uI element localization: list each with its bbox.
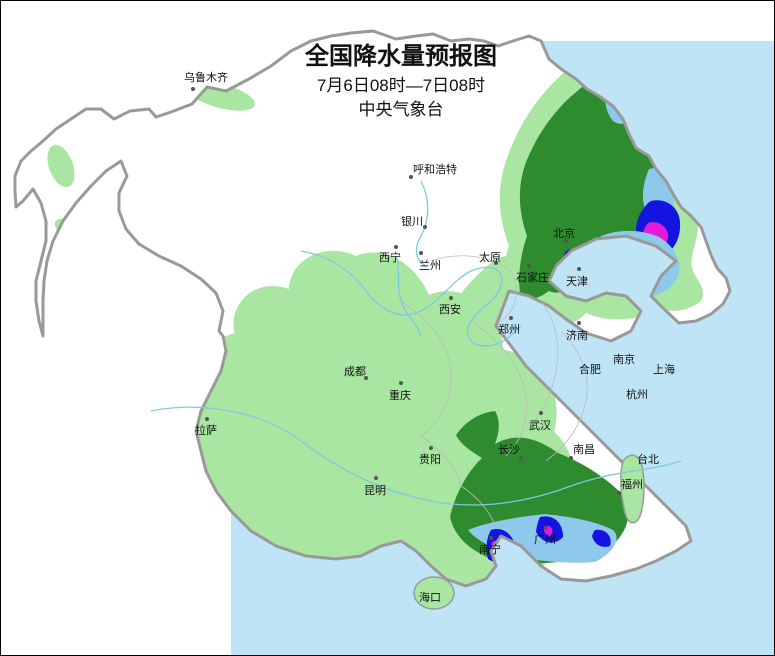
svg-text:南宁: 南宁 [479,542,501,556]
svg-text:南京: 南京 [613,352,635,366]
svg-text:兰州: 兰州 [419,259,441,272]
svg-text:昆明: 昆明 [364,484,386,497]
svg-text:济南: 济南 [566,328,588,342]
svg-text:拉萨: 拉萨 [195,423,217,437]
svg-text:太原: 太原 [479,251,501,264]
svg-text:长沙: 长沙 [498,443,520,456]
svg-text:呼和浩特: 呼和浩特 [413,162,457,176]
svg-text:中央气象台: 中央气象台 [359,100,444,119]
svg-text:海口: 海口 [419,590,441,604]
svg-text:乌鲁木齐: 乌鲁木齐 [184,70,228,84]
svg-text:福州: 福州 [621,477,643,491]
svg-text:广州: 广州 [534,533,556,546]
svg-text:银川: 银川 [401,214,423,228]
svg-text:成都: 成都 [344,365,366,378]
svg-text:南昌: 南昌 [573,443,595,456]
svg-text:天津: 天津 [566,275,588,288]
svg-text:北京: 北京 [553,226,575,240]
svg-text:台北: 台北 [637,452,659,466]
svg-text:上海: 上海 [653,362,675,376]
svg-text:全国降水量预报图: 全国降水量预报图 [304,42,497,70]
svg-text:贵阳: 贵阳 [419,453,441,466]
svg-text:西安: 西安 [439,302,461,316]
svg-text:石家庄: 石家庄 [516,270,549,284]
svg-text:重庆: 重庆 [389,388,411,402]
svg-text:郑州: 郑州 [498,322,520,336]
svg-text:西宁: 西宁 [379,250,401,264]
svg-text:杭州: 杭州 [626,387,648,401]
svg-text:武汉: 武汉 [529,419,551,432]
svg-text:合肥: 合肥 [579,362,601,376]
svg-text:7月6日08时—7日08时: 7月6日08时—7日08时 [317,76,485,95]
